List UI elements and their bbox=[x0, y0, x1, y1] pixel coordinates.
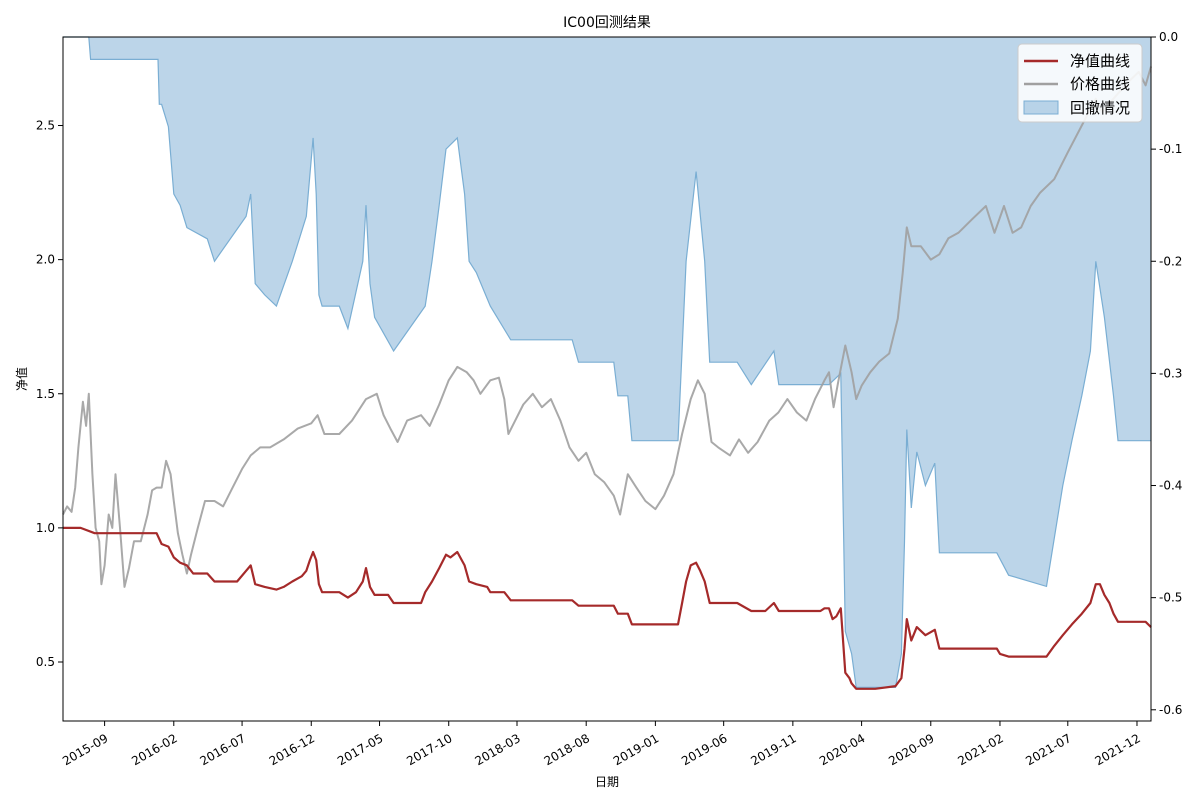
y-left-tick-label: 2.5 bbox=[36, 119, 55, 133]
y-right-tick-label: -0.1 bbox=[1159, 142, 1182, 156]
y-left-tick-label: 1.0 bbox=[36, 521, 55, 535]
y-left-tick-label: 0.5 bbox=[36, 655, 55, 669]
nav-curve-line bbox=[63, 526, 1152, 690]
y-right-tick-label: -0.2 bbox=[1159, 254, 1182, 268]
price-curve-line bbox=[62, 66, 1152, 588]
x-axis-title: 日期 bbox=[595, 775, 619, 789]
y-right-tick-label: -0.6 bbox=[1159, 703, 1182, 717]
legend-label-nav: 净值曲线 bbox=[1070, 52, 1130, 70]
drawdown-area-layer bbox=[63, 36, 1151, 688]
chart-title: IC00回测结果 bbox=[563, 15, 651, 31]
y-right-tick-label: -0.4 bbox=[1159, 479, 1182, 493]
y-axis-right: 0.0 -0.1 -0.2 -0.3 -0.4 -0.5 -0.6 bbox=[1151, 30, 1182, 717]
y-right-tick-label: -0.5 bbox=[1159, 591, 1182, 605]
legend-swatch-drawdown bbox=[1023, 100, 1059, 115]
legend: 净值曲线 价格曲线 回撤情况 bbox=[1017, 43, 1143, 123]
plot-frame bbox=[62, 36, 1152, 722]
y-left-tick-label: 2.0 bbox=[36, 253, 55, 267]
drawdown-edge-line bbox=[63, 36, 1151, 688]
price-line-layer bbox=[62, 66, 1152, 588]
legend-label-drawdown: 回撤情况 bbox=[1070, 99, 1130, 117]
y-axis-title: 净值 bbox=[14, 367, 29, 391]
y-right-tick-label: -0.3 bbox=[1159, 366, 1182, 380]
nav-line-layer bbox=[63, 526, 1152, 690]
y-right-tick-label: 0.0 bbox=[1159, 30, 1178, 44]
y-left-tick-label: 1.5 bbox=[36, 387, 55, 401]
y-axis-left: 0.5 1.0 1.5 2.0 2.5 bbox=[36, 119, 63, 669]
legend-label-price: 价格曲线 bbox=[1070, 75, 1130, 93]
